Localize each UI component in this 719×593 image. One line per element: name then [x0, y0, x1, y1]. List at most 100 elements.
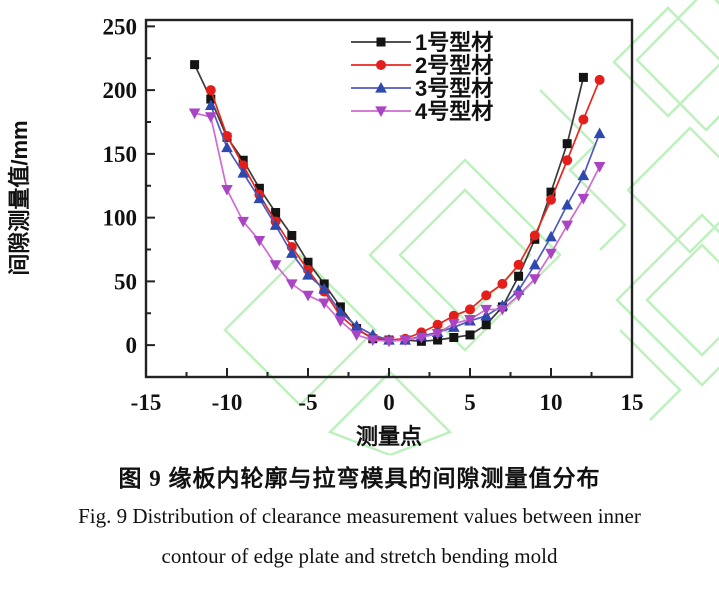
series-marker-1号型材: [514, 271, 524, 281]
y-tick-label: 50: [114, 269, 137, 294]
legend-marker-4号型材: [375, 106, 387, 117]
y-tick-label: 100: [103, 206, 138, 231]
series-marker-2号型材: [546, 194, 556, 205]
series-marker-4号型材: [593, 162, 606, 173]
series-marker-4号型材: [529, 274, 541, 285]
series-marker-1号型材: [190, 60, 200, 70]
series-marker-2号型材: [578, 114, 589, 125]
series-marker-2号型材: [432, 319, 443, 330]
series-marker-3号型材: [529, 258, 541, 270]
series-marker-1号型材: [578, 72, 588, 82]
series-marker-3号型材: [577, 169, 590, 181]
series-marker-4号型材: [561, 220, 573, 232]
series-marker-4号型材: [383, 336, 395, 348]
legend-marker-2号型材: [376, 60, 386, 70]
legend-marker-1号型材: [376, 37, 386, 47]
series-marker-3号型材: [205, 99, 217, 111]
series-line-4号型材: [194, 112, 601, 343]
series-marker-4号型材: [480, 304, 492, 316]
x-axis-title: 测量点: [356, 424, 422, 449]
series-marker-3号型材: [269, 219, 282, 230]
series-marker-4号型材: [577, 193, 590, 205]
series-marker-1号型材: [206, 94, 216, 104]
series-marker-4号型材: [464, 315, 476, 326]
series-marker-1号型材: [465, 330, 475, 340]
series-line-1号型材: [193, 64, 585, 343]
series-marker-3号型材: [545, 230, 557, 242]
series-marker-3号型材: [350, 320, 363, 331]
series-marker-1号型材: [481, 320, 491, 330]
series-marker-3号型材: [318, 283, 330, 294]
y-tick-label: 0: [126, 333, 138, 358]
series-marker-1号型材: [287, 230, 297, 240]
series-marker-4号型材: [545, 248, 557, 260]
series-marker-3号型材: [334, 305, 347, 317]
series-marker-4号型材: [496, 304, 509, 316]
x-tick-label: 5: [464, 390, 476, 415]
x-tick-label: 0: [383, 390, 395, 415]
series-marker-4号型材: [334, 316, 347, 327]
series-line-2号型材: [209, 79, 601, 341]
series-marker-1号型材: [433, 335, 443, 345]
y-axis-title: 间隙测量值/mm: [7, 120, 32, 275]
legend-label-2号型材: 2号型材: [415, 53, 493, 78]
series-marker-3号型材: [302, 269, 314, 280]
series-marker-1号型材: [303, 257, 313, 267]
x-tick-label: -10: [212, 390, 243, 415]
series-marker-4号型材: [431, 329, 444, 340]
series-marker-2号型材: [481, 290, 492, 301]
series-marker-4号型材: [237, 216, 249, 228]
caption-chinese: 图 9 缘板内轮廓与拉弯模具的间隙测量值分布: [118, 466, 601, 491]
series-marker-3号型材: [593, 127, 606, 139]
legend-label-1号型材: 1号型材: [415, 30, 493, 55]
series-marker-2号型材: [222, 131, 232, 142]
x-tick-label: 10: [540, 390, 563, 415]
axes-box: [144, 18, 634, 379]
series-marker-4号型材: [448, 318, 460, 330]
x-tick-label: 15: [621, 390, 644, 415]
series-marker-1号型材: [254, 183, 264, 193]
series-marker-2号型材: [465, 304, 475, 315]
series-marker-2号型材: [594, 74, 605, 85]
series-marker-4号型材: [318, 298, 330, 310]
series-marker-1号型材: [546, 187, 556, 197]
series-marker-2号型材: [513, 259, 524, 270]
series-marker-2号型材: [497, 278, 508, 289]
series-marker-4号型材: [415, 332, 428, 344]
series-marker-3号型材: [286, 247, 298, 258]
y-tick-label: 200: [103, 78, 138, 103]
series-marker-4号型材: [221, 184, 233, 196]
series-marker-2号型材: [448, 310, 459, 321]
series-marker-4号型材: [269, 260, 282, 271]
series-marker-3号型材: [237, 167, 249, 178]
series-marker-4号型材: [253, 235, 266, 247]
caption-english-line1: Fig. 9 Distribution of clearance measure…: [78, 504, 641, 528]
y-tick-label: 150: [103, 142, 138, 167]
series-marker-2号型材: [205, 85, 216, 96]
series-marker-4号型材: [188, 108, 201, 120]
caption-english-line2: contour of edge plate and stretch bendin…: [161, 544, 558, 568]
x-tick-label: -5: [298, 390, 317, 415]
series-marker-3号型材: [561, 198, 573, 210]
chart-area: -15 -10 -5 0 5 10 15 0 50 100 150 200 250 测量点 间隙测量值/mm…: [7, 0, 719, 457]
series-marker-4号型材: [512, 290, 525, 302]
x-tick-label: -15: [131, 390, 162, 415]
series-marker-2号型材: [562, 155, 573, 166]
series-marker-1号型材: [562, 139, 572, 149]
clearance-measurement-chart: -15 -10 -5 0 5 10 15050100150200250测量点间隙测量值/mm…: [7, 0, 719, 457]
figure-captions: 图 9 缘板内轮廓与拉弯模具的间隙测量值分布 Fig. 9 Distributi…: [0, 458, 719, 576]
series-marker-4号型材: [367, 335, 379, 347]
series-marker-4号型材: [399, 335, 411, 347]
series-marker-4号型材: [205, 112, 217, 123]
series-marker-4号型材: [286, 279, 298, 290]
series-marker-3号型材: [253, 192, 266, 204]
series-marker-4号型材: [302, 290, 314, 302]
series-marker-1号型材: [238, 155, 248, 165]
legend-label-4号型材: 4号型材: [415, 99, 493, 124]
legend-marker-3号型材: [375, 82, 387, 93]
series-marker-3号型材: [221, 141, 233, 153]
series-marker-1号型材: [449, 332, 459, 342]
series-marker-2号型材: [529, 230, 540, 241]
legend-label-3号型材: 3号型材: [415, 76, 493, 101]
